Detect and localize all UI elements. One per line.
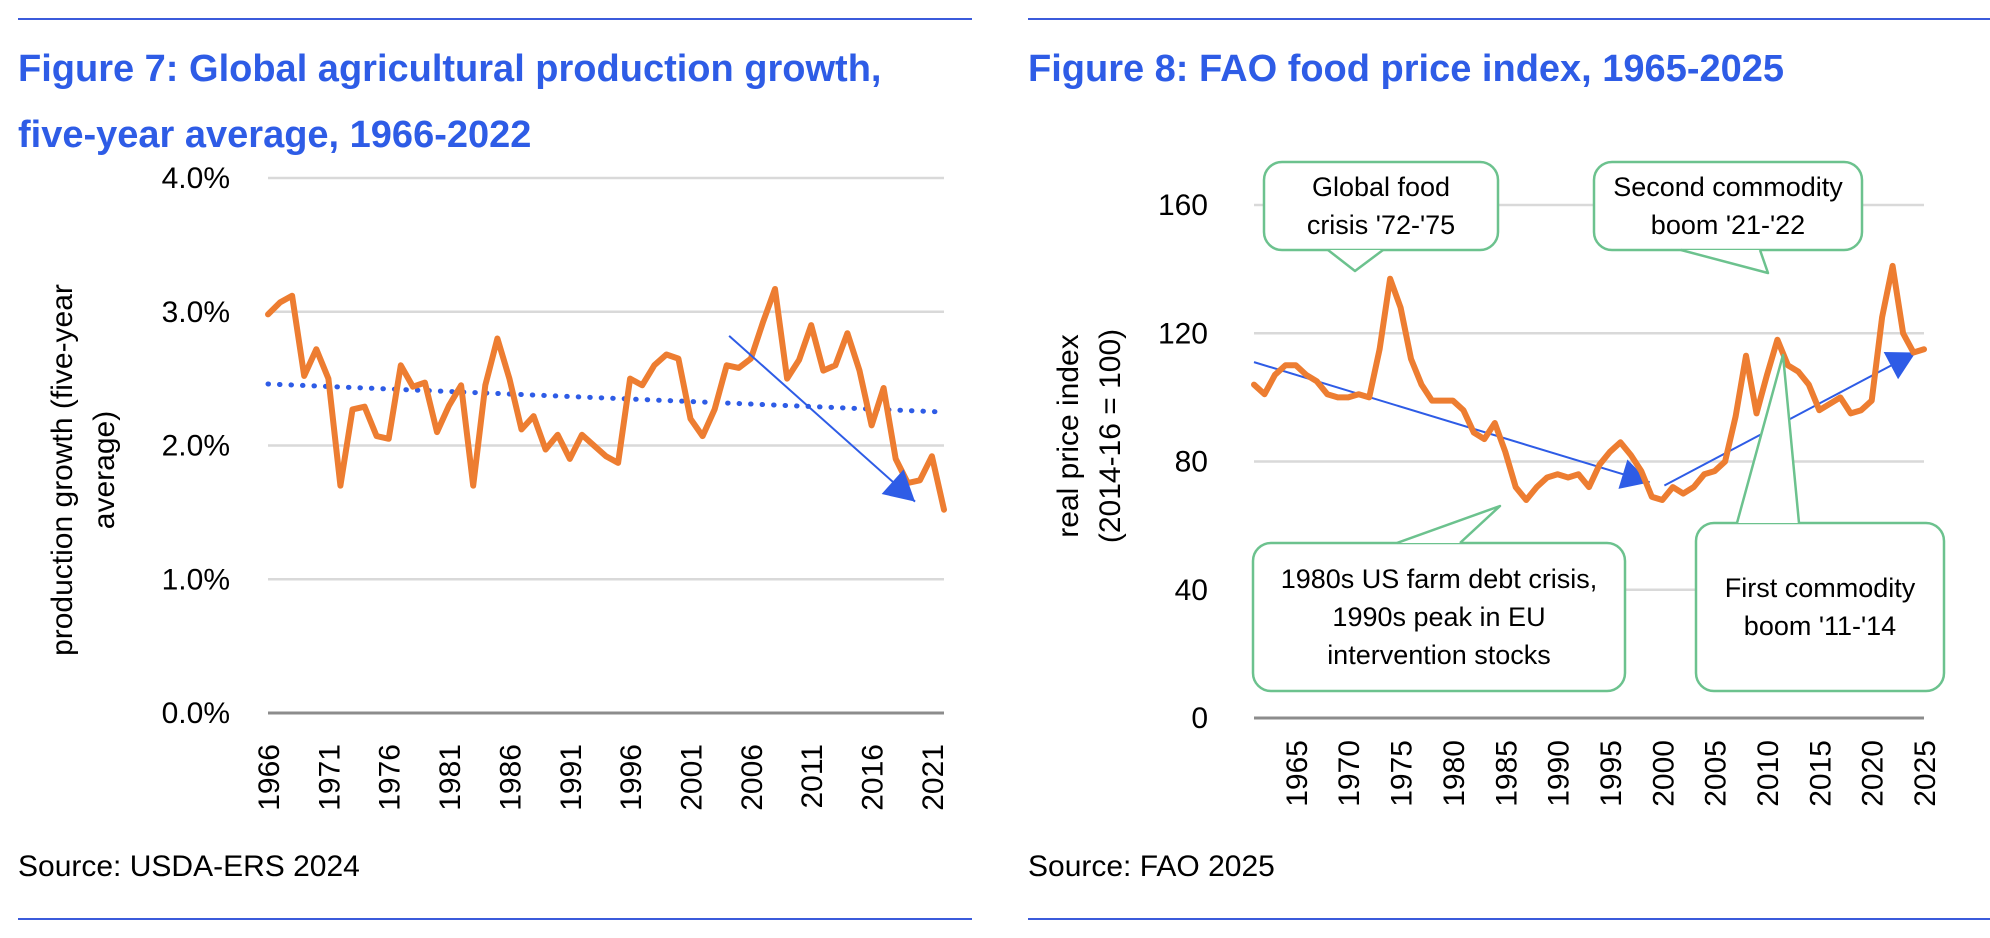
top-rule [1028, 18, 1990, 20]
y-tick-label: 120 [1158, 317, 1208, 350]
y-tick-label: 0.0% [162, 697, 230, 730]
y-tick-label: 1.0% [162, 563, 230, 596]
callout-text: intervention stocks [1327, 640, 1551, 670]
x-tick-label: 1980 [1438, 740, 1471, 807]
trendline [265, 381, 947, 415]
figure7-chart: 0.0% 1.0% 2.0% 3.0% 4.0% 1966 1971 1976 1981 198… [46, 162, 950, 811]
production-growth-line [265, 286, 947, 513]
y-tick-label: 0 [1191, 702, 1208, 735]
x-tick-label: 1995 [1595, 740, 1628, 807]
x-tick-label: 2016 [857, 744, 890, 811]
callout-text: 1980s US farm debt crisis, [1281, 564, 1598, 594]
callout-box: Global food crisis '72-'75 [1262, 160, 1500, 273]
y-tick-label: 160 [1158, 189, 1208, 222]
x-tick-label: 2021 [917, 744, 950, 811]
x-tick-label: 1966 [253, 744, 286, 811]
x-tick-label: 2015 [1804, 740, 1837, 807]
x-tick-label: 1971 [313, 744, 346, 811]
callout-text: Second commodity [1613, 172, 1843, 202]
callout-box: First commodity boom '11-'14 [1694, 353, 1946, 693]
y-axis-label-line2: (2014-16 = 100) [1094, 329, 1127, 543]
x-tick-label: 2011 [796, 744, 829, 809]
bottom-rule [1028, 918, 1990, 920]
y-tick-label: 4.0% [162, 162, 230, 195]
y-axis-label-line2: average) [88, 411, 121, 529]
x-tick-label: 1991 [555, 744, 588, 811]
callout-text: crisis '72-'75 [1307, 210, 1455, 240]
callout-box: 1980s US farm debt crisis, 1990s peak in … [1251, 504, 1627, 693]
figure7-title: Figure 7: Global agricultural production… [18, 36, 881, 168]
x-tick-label: 1975 [1386, 740, 1419, 807]
callout-pointer [1680, 248, 1770, 275]
food-price-index-line [1251, 262, 1927, 503]
callout-text: 1990s peak in EU [1332, 602, 1545, 632]
y-tick-label: 2.0% [162, 430, 230, 463]
callout-box: Second commodity boom '21-'22 [1592, 160, 1864, 275]
x-tick-label: 2020 [1857, 740, 1890, 807]
figure8-panel: Figure 8: FAO food price index, 1965-202… [1010, 0, 1990, 938]
callout-text: First commodity [1725, 573, 1916, 603]
callout-text: boom '21-'22 [1651, 210, 1805, 240]
callout-text: Global food [1312, 172, 1450, 202]
figure7-source: Source: USDA-ERS 2024 [18, 850, 360, 883]
y-tick-label: 40 [1175, 574, 1208, 607]
x-tick-label: 1981 [434, 744, 467, 811]
trend-arrow-head [1618, 459, 1650, 489]
x-tick-label: 2005 [1700, 740, 1733, 807]
top-rule [18, 18, 972, 20]
figure8-title: Figure 8: FAO food price index, 1965-202… [1028, 48, 1785, 90]
callout-pointer [1396, 504, 1502, 545]
x-tick-label: 1990 [1543, 740, 1576, 807]
y-tick-label: 80 [1175, 446, 1208, 479]
x-tick-label: 2006 [736, 744, 769, 811]
y-tick-label: 3.0% [162, 296, 230, 329]
figure7-panel: Figure 7: Global agricultural production… [0, 0, 990, 938]
trend-arrow-line [728, 335, 916, 503]
x-tick-label: 2000 [1647, 740, 1680, 807]
bottom-rule [18, 918, 972, 920]
x-tick-label: 1985 [1490, 740, 1523, 807]
callout-text: boom '11-'14 [1744, 611, 1896, 641]
figure7-title-line2: five-year average, 1966-2022 [18, 114, 532, 156]
x-tick-label: 1986 [494, 744, 527, 811]
figure7-title-line1: Figure 7: Global agricultural production… [18, 48, 882, 90]
trend-arrow-head [881, 469, 916, 502]
x-tick-label: 2001 [676, 744, 709, 811]
x-tick-label: 1965 [1281, 740, 1314, 807]
callout-pointer [1327, 249, 1384, 273]
x-tick-label: 2010 [1752, 740, 1785, 807]
y-axis-label-line1: production growth (five-year [46, 284, 79, 656]
trend-arrow-head [1883, 351, 1916, 380]
x-tick-label: 1970 [1333, 740, 1366, 807]
x-tick-label: 2025 [1909, 740, 1942, 807]
callout-pointer [1735, 353, 1801, 524]
x-tick-label: 1976 [374, 744, 407, 811]
x-tick-label: 1996 [615, 744, 648, 811]
figure8-chart: 0 40 80 120 160 1965 1970 1975 1980 1985 1990 1995… [1052, 160, 1946, 807]
y-axis-label-line1: real price index [1052, 334, 1085, 537]
figure8-source: Source: FAO 2025 [1028, 850, 1275, 883]
callout-border [1694, 521, 1946, 693]
